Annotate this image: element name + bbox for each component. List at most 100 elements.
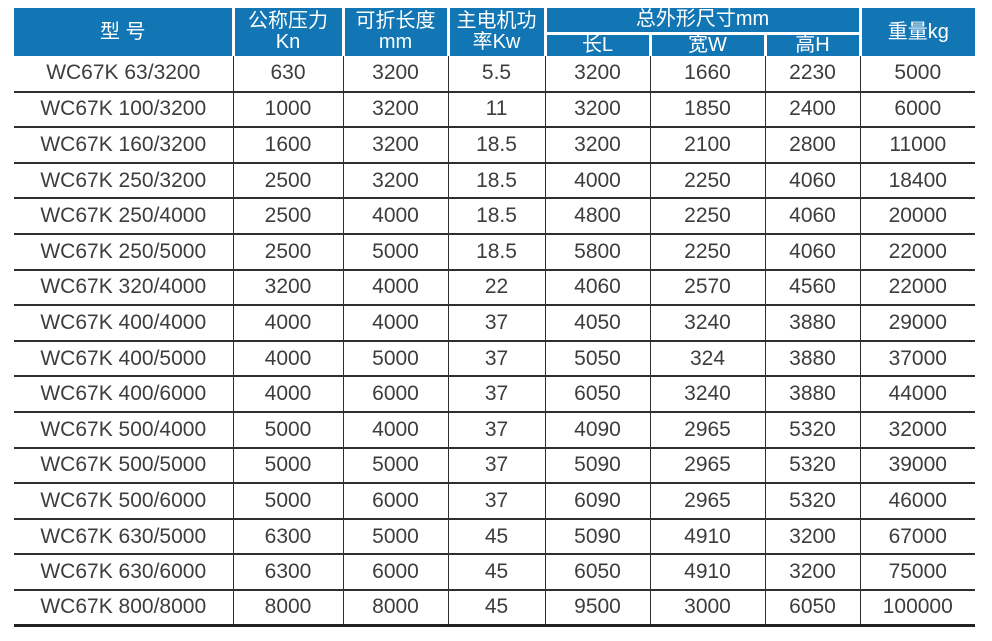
cell-width-w: 1850 [649, 91, 765, 129]
cell-model: WC67K 400/6000 [14, 376, 233, 413]
cell-pressure: 1000 [232, 91, 343, 129]
cell-height-h: 5320 [764, 411, 861, 449]
table-row: WC67K 250/5000 2500 5000 18.5 5800 2250 4060 22… [14, 233, 976, 271]
cell-model: WC67K 320/4000 [14, 269, 233, 307]
cell-height-h: 3200 [764, 554, 861, 591]
cell-pressure: 3200 [232, 269, 343, 307]
cell-height-h: 4560 [764, 269, 861, 307]
cell-model: WC67K 500/6000 [14, 483, 233, 520]
table-row: WC67K 63/3200 630 3200 5.5 3200 1660 2230 5000 [14, 56, 976, 93]
cell-model: WC67K 250/4000 [14, 198, 233, 235]
cell-width-w: 2965 [649, 447, 765, 485]
header-row-top: 型 号 公称压力 Kn 可折长度 mm 主电机功 率Kw 总外形尺寸mm 重量k… [14, 8, 976, 56]
cell-weight: 29000 [859, 305, 976, 342]
cell-length-l: 6090 [544, 483, 650, 520]
cell-fold-length: 3200 [342, 127, 448, 164]
cell-height-h: 5320 [764, 447, 861, 485]
cell-pressure: 2500 [232, 233, 343, 271]
cell-weight: 32000 [859, 411, 976, 449]
cell-pressure: 5000 [232, 411, 343, 449]
header-model: 型 号 [14, 8, 233, 56]
table-row: WC67K 500/5000 5000 5000 37 5090 2965 5320 3900… [14, 447, 976, 485]
table-row: WC67K 630/6000 6300 6000 45 6050 4910 3200 7500… [14, 554, 976, 591]
cell-length-l: 4060 [544, 269, 650, 307]
cell-fold-length: 8000 [342, 589, 448, 627]
cell-model: WC67K 250/3200 [14, 162, 233, 200]
cell-weight: 20000 [859, 198, 976, 235]
cell-height-h: 6050 [764, 589, 861, 627]
cell-motor-power: 5.5 [447, 56, 545, 93]
cell-pressure: 5000 [232, 447, 343, 485]
cell-pressure: 1600 [232, 127, 343, 164]
cell-fold-length: 4000 [342, 411, 448, 449]
header-fold-length-line1: 可折长度 [355, 10, 436, 32]
cell-height-h: 2800 [764, 127, 861, 164]
cell-height-h: 4060 [764, 162, 861, 200]
cell-weight: 75000 [859, 554, 976, 591]
header-weight: 重量kg [858, 8, 976, 56]
table-row: WC67K 400/4000 4000 4000 37 4050 3240 3880 2900… [14, 305, 976, 342]
cell-width-w: 1660 [649, 56, 765, 93]
table-header: 型 号 公称压力 Kn 可折长度 mm 主电机功 率Kw 总外形尺寸mm 重量k… [14, 8, 976, 56]
cell-fold-length: 4000 [342, 198, 448, 235]
cell-pressure: 4000 [232, 340, 343, 378]
cell-pressure: 8000 [232, 589, 343, 627]
cell-model: WC67K 630/5000 [14, 518, 233, 556]
cell-height-h: 4060 [764, 233, 861, 271]
cell-weight: 5000 [859, 56, 976, 93]
cell-width-w: 3000 [649, 589, 765, 627]
cell-pressure: 6300 [232, 518, 343, 556]
cell-height-h: 4060 [764, 198, 861, 235]
cell-fold-length: 5000 [342, 340, 448, 378]
cell-width-w: 4910 [649, 554, 765, 591]
cell-height-h: 5320 [764, 483, 861, 520]
cell-model: WC67K 250/5000 [14, 233, 233, 271]
header-row-sub: 长L 宽W 高H [14, 33, 975, 56]
cell-fold-length: 5000 [342, 447, 448, 485]
cell-height-h: 2400 [764, 91, 861, 129]
cell-width-w: 3240 [649, 376, 765, 413]
cell-width-w: 2965 [649, 483, 765, 520]
cell-model: WC67K 100/3200 [14, 91, 233, 129]
header-dim-width: 宽W [648, 33, 765, 56]
cell-motor-power: 22 [447, 269, 545, 307]
cell-motor-power: 45 [447, 518, 545, 556]
cell-weight: 39000 [859, 447, 976, 485]
table-row: WC67K 250/3200 2500 3200 18.5 4000 2250 4060 18… [14, 162, 976, 200]
cell-motor-power: 18.5 [447, 198, 545, 235]
header-motor-power-line1: 主电机功 [456, 10, 537, 32]
cell-motor-power: 37 [447, 483, 545, 520]
table-row: WC67K 500/4000 5000 4000 37 4090 2965 5320 3200… [14, 411, 976, 449]
header-dim-length: 长L [543, 33, 650, 56]
header-overall-dims: 总外形尺寸mm [543, 8, 861, 35]
cell-width-w: 2250 [649, 198, 765, 235]
cell-weight: 37000 [859, 340, 976, 378]
cell-weight: 22000 [859, 233, 976, 271]
cell-weight: 46000 [859, 483, 976, 520]
cell-length-l: 3200 [544, 91, 650, 129]
cell-pressure: 2500 [232, 198, 343, 235]
cell-motor-power: 45 [447, 554, 545, 591]
cell-length-l: 3200 [544, 127, 650, 164]
cell-fold-length: 5000 [342, 233, 448, 271]
cell-model: WC67K 630/6000 [14, 554, 233, 591]
cell-motor-power: 37 [447, 411, 545, 449]
cell-length-l: 5090 [544, 518, 650, 556]
cell-motor-power: 18.5 [447, 233, 545, 271]
table-row: WC67K 320/4000 3200 4000 22 4060 2570 4560 2200… [14, 269, 976, 307]
cell-motor-power: 18.5 [447, 127, 545, 164]
cell-length-l: 3200 [544, 56, 650, 93]
cell-length-l: 9500 [544, 589, 650, 627]
cell-fold-length: 6000 [342, 554, 448, 591]
cell-length-l: 5090 [544, 447, 650, 485]
cell-width-w: 2250 [649, 162, 765, 200]
table-row: WC67K 400/6000 4000 6000 37 6050 3240 3880 4400… [14, 376, 976, 413]
cell-model: WC67K 160/3200 [14, 127, 233, 164]
cell-fold-length: 3200 [342, 162, 448, 200]
table-row: WC67K 250/4000 2500 4000 18.5 4800 2250 4060 20… [14, 198, 976, 235]
cell-height-h: 3200 [764, 518, 861, 556]
cell-weight: 100000 [859, 589, 976, 627]
cell-pressure: 4000 [232, 305, 343, 342]
table-row: WC67K 160/3200 1600 3200 18.5 3200 2100 2800 11… [14, 127, 976, 164]
